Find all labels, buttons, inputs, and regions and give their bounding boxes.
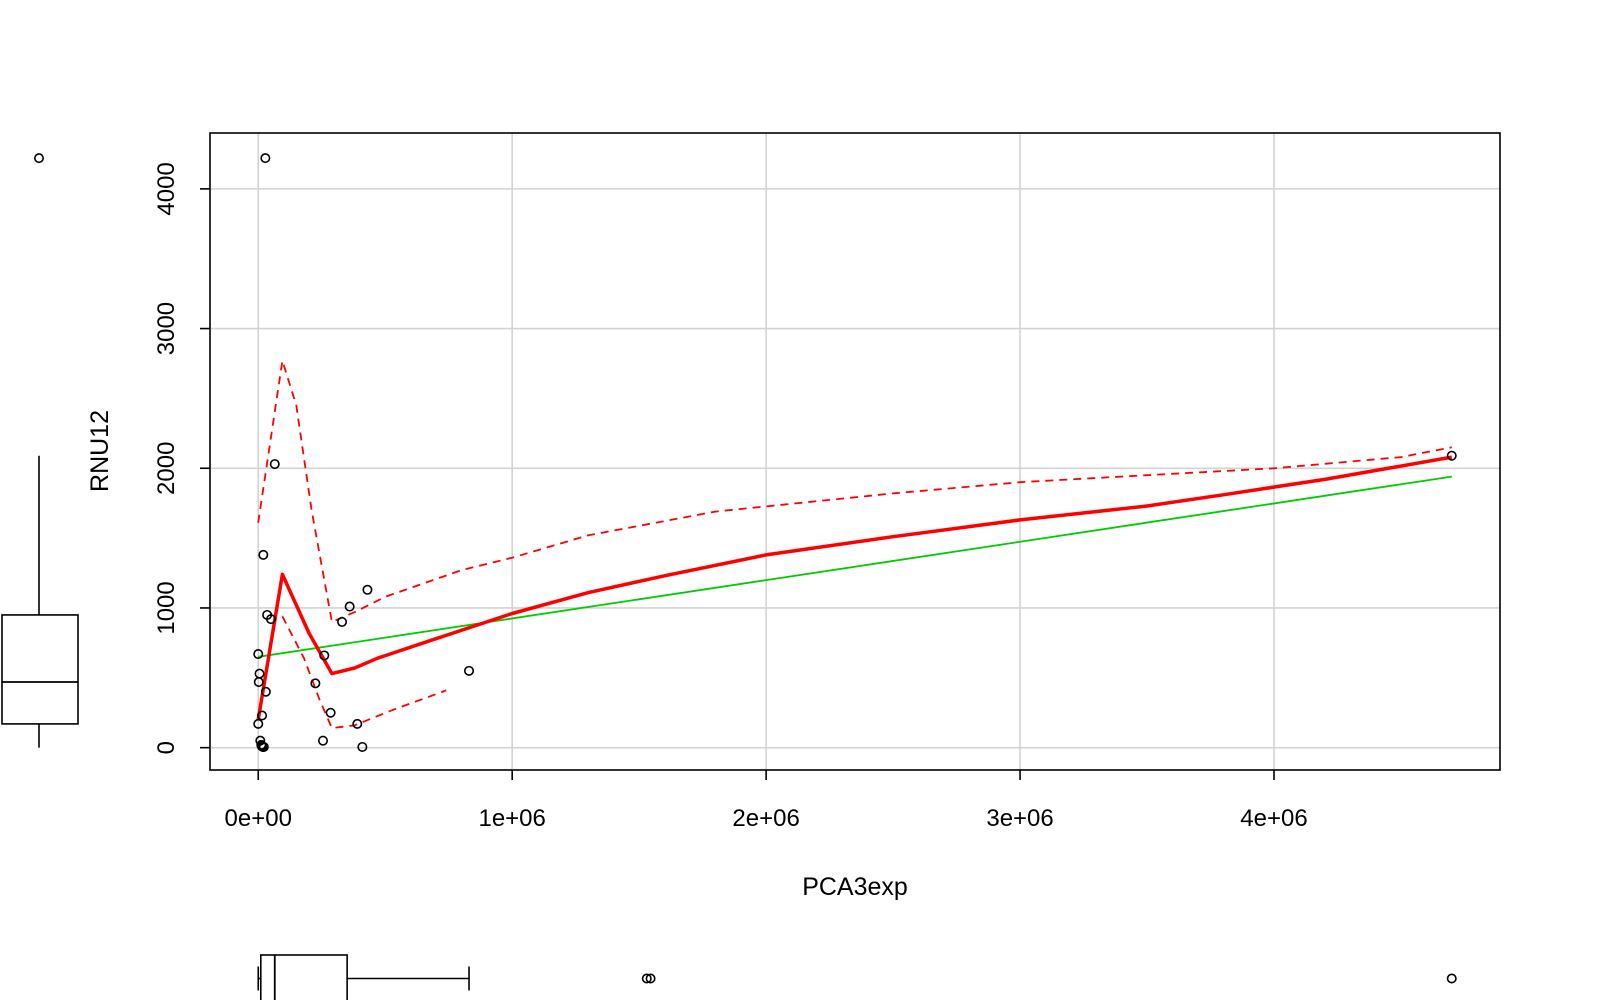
y-tick-label: 1000 xyxy=(153,581,180,634)
data-point xyxy=(253,718,264,729)
x-tick-label: 2e+06 xyxy=(732,805,799,832)
y-tick-label: 2000 xyxy=(153,442,180,495)
data-point xyxy=(362,584,373,595)
smooth-lower-line xyxy=(281,615,447,729)
data-point xyxy=(257,710,268,721)
data-point xyxy=(325,707,336,718)
data-points xyxy=(253,153,1457,752)
x-box-outlier xyxy=(645,973,656,984)
data-point xyxy=(310,678,321,689)
data-point xyxy=(357,741,368,752)
data-point xyxy=(254,668,265,679)
y-axis-label: RNU12 xyxy=(86,410,114,492)
data-point xyxy=(260,686,271,697)
smooth-upper-line xyxy=(257,359,1452,623)
data-point xyxy=(260,153,271,164)
data-point xyxy=(258,549,269,560)
data-point xyxy=(1446,450,1457,461)
x-tick-label: 1e+06 xyxy=(478,805,545,832)
x-box-outlier xyxy=(1446,973,1457,984)
y-box xyxy=(1,614,79,725)
fit-lines xyxy=(256,359,1453,729)
plot-frame xyxy=(209,132,1501,771)
y-box-outlier xyxy=(33,153,44,164)
y-tick-label: 0 xyxy=(153,741,180,754)
y-tick-label: 4000 xyxy=(153,162,180,215)
linear-fit-line xyxy=(258,475,1452,658)
x-tick-label: 4e+06 xyxy=(1240,805,1307,832)
data-point xyxy=(337,616,348,627)
x-tick-label: 3e+06 xyxy=(986,805,1053,832)
x-tick-label: 0e+00 xyxy=(225,805,292,832)
x-box xyxy=(259,954,348,1000)
x-axis-label: PCA3exp xyxy=(802,873,908,901)
y-marginal-boxplot xyxy=(1,153,79,748)
x-axis: 0e+00 1e+06 2e+06 3e+06 4e+06 xyxy=(225,770,1308,832)
data-point xyxy=(464,665,475,676)
grid xyxy=(210,133,1500,770)
x-marginal-boxplot xyxy=(257,954,1457,1000)
data-point xyxy=(269,459,280,470)
data-point xyxy=(319,650,330,661)
data-point xyxy=(253,676,264,687)
data-point xyxy=(265,614,276,625)
data-point xyxy=(344,601,355,612)
data-point xyxy=(352,718,363,729)
x-box-outlier xyxy=(641,973,652,984)
y-axis: 0 1000 2000 3000 4000 xyxy=(153,162,210,754)
data-point xyxy=(253,649,264,660)
data-point xyxy=(318,735,329,746)
y-tick-label: 3000 xyxy=(153,302,180,355)
data-point xyxy=(258,741,269,752)
